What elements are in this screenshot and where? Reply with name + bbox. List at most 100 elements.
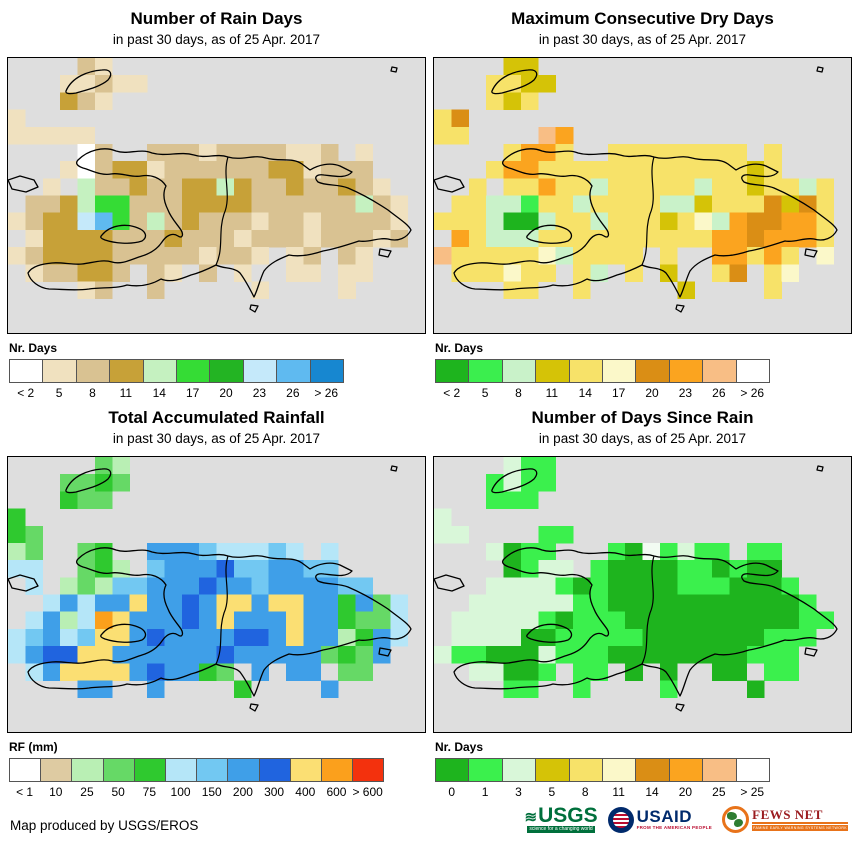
legend-swatch xyxy=(536,759,570,781)
legend-tick-label: > 26 xyxy=(314,386,339,400)
legend-tick-label: 300 xyxy=(264,785,285,799)
panel-days-since-rain: Number of Days Since Rain in past 30 days… xyxy=(433,399,852,799)
legend-swatch xyxy=(143,360,177,382)
legend-tick-label: 14 xyxy=(152,386,166,400)
legend-tick-label: 23 xyxy=(678,386,693,400)
legend-swatch xyxy=(469,759,503,781)
legend-tick-label: 26 xyxy=(286,386,300,400)
legend-tick-label: 5 xyxy=(548,785,556,799)
legend-swatch xyxy=(436,360,470,382)
legend-tick-label: 5 xyxy=(55,386,63,400)
legend-swatch xyxy=(353,759,384,781)
legend-swatch xyxy=(669,360,704,382)
legend-swatch xyxy=(569,360,603,382)
panel-title-days-since-rain: Number of Days Since Rain xyxy=(531,408,754,427)
legend-swatch xyxy=(210,360,244,382)
map-credit: Map produced by USGS/EROS xyxy=(10,818,199,833)
panel-title-rain-days: Number of Rain Days xyxy=(130,9,303,28)
usgs-wordmark: USGS xyxy=(538,804,598,827)
legend-tick-label: 8 xyxy=(581,785,589,799)
legend-swatch xyxy=(636,759,670,781)
legend-tick-label: 200 xyxy=(232,785,253,799)
usgs-logo: ≋ USGS science for a changing world xyxy=(524,804,598,833)
usgs-tagline: science for a changing world xyxy=(527,826,595,833)
legend-swatch xyxy=(228,759,260,781)
legend-swatch xyxy=(703,759,737,781)
fews-net-globe-icon xyxy=(722,806,750,833)
legend-tick-label: 3 xyxy=(515,785,522,799)
legend-tick-label: 600 xyxy=(326,785,347,799)
legend-swatch xyxy=(165,759,198,781)
legend-swatch xyxy=(72,759,104,781)
legend-tick-label: 75 xyxy=(142,785,157,799)
legend-swatch xyxy=(736,360,769,382)
legend-tick-label: 50 xyxy=(111,785,125,799)
panel-subtitle-accum-rainfall: in past 30 days, as of 25 Apr. 2017 xyxy=(112,431,321,446)
legend-tick-label: 400 xyxy=(295,785,316,799)
legend-swatches-days-since-rain xyxy=(435,758,770,782)
legend-swatch xyxy=(43,360,77,382)
legend-tick-label: < 2 xyxy=(443,386,461,400)
legend-tick-label: 5 xyxy=(481,386,489,400)
usaid-logo: USAID FROM THE AMERICAN PEOPLE xyxy=(607,806,713,833)
legend-label-days-since-rain: Nr. Days xyxy=(435,740,484,754)
legend-accum-rainfall: RF (mm) < 1 10 25 50 75 100 150 200 300 400 600 > 60… xyxy=(9,740,426,799)
legend-swatch xyxy=(602,759,637,781)
legend-tick-label: 14 xyxy=(578,386,592,400)
legend-ticks-rain-days: < 2 5 8 11 14 17 20 23 26 > 26 xyxy=(9,386,343,400)
legend-tick-label: 8 xyxy=(515,386,522,400)
panel-subtitle-rain-days: in past 30 days, as of 25 Apr. 2017 xyxy=(112,32,321,47)
legend-swatch xyxy=(176,360,211,382)
panel-subtitle-dry-days: in past 30 days, as of 25 Apr. 2017 xyxy=(538,32,747,47)
legend-swatch xyxy=(259,759,291,781)
fews-net-tagline: FAMINE EARLY WARNING SYSTEMS NETWORK xyxy=(752,825,848,831)
legend-tick-label: > 26 xyxy=(740,386,765,400)
legend-tick-label: 25 xyxy=(712,785,726,799)
legend-swatch xyxy=(10,360,44,382)
legend-tick-label: 11 xyxy=(119,386,133,400)
map-rain-days xyxy=(7,57,426,334)
legend-tick-label: 1 xyxy=(481,785,489,799)
map-dry-days xyxy=(433,57,852,334)
legend-swatch xyxy=(569,759,603,781)
legend-swatch xyxy=(703,360,737,382)
panel-subtitle-days-since-rain: in past 30 days, as of 25 Apr. 2017 xyxy=(538,431,747,446)
legend-tick-label: 17 xyxy=(611,386,626,400)
legend-tick-label: > 600 xyxy=(352,785,383,799)
legend-ticks-days-since-rain: 0 1 3 5 8 11 14 20 25 > 25 xyxy=(435,785,769,799)
legend-tick-label: 17 xyxy=(185,386,200,400)
legend-swatches-dry-days xyxy=(435,359,770,383)
legend-tick-label: 0 xyxy=(448,785,456,799)
panel-title-accum-rainfall: Total Accumulated Rainfall xyxy=(108,408,325,427)
legend-tick-label: < 1 xyxy=(16,785,34,799)
fews-net-logo: FEWS NET FAMINE EARLY WARNING SYSTEMS NE… xyxy=(722,806,848,833)
legend-ticks-dry-days: < 2 5 8 11 14 17 20 23 26 > 26 xyxy=(435,386,769,400)
usaid-tagline: FROM THE AMERICAN PEOPLE xyxy=(636,825,713,830)
legend-swatch xyxy=(290,759,322,781)
panel-dry-days: Maximum Consecutive Dry Days in past 30 d… xyxy=(433,0,852,400)
legend-label-dry-days: Nr. Days xyxy=(435,341,484,355)
legend-swatch xyxy=(41,759,73,781)
usgs-wave-icon: ≋ xyxy=(524,809,537,826)
panel-accum-rainfall: Total Accumulated Rainfall in past 30 day… xyxy=(7,399,426,799)
legend-tick-label: 25 xyxy=(80,785,94,799)
legend-swatch xyxy=(736,759,769,781)
legend-tick-label: > 25 xyxy=(740,785,765,799)
legend-swatch xyxy=(321,759,354,781)
map-accum-rainfall xyxy=(7,456,426,733)
legend-tick-label: 100 xyxy=(170,785,191,799)
legend-days-since-rain: Nr. Days 0 1 3 5 8 11 14 20 25 > 25 xyxy=(435,740,852,799)
legend-tick-label: 23 xyxy=(252,386,267,400)
legend-swatches-accum-rainfall xyxy=(9,758,385,782)
legend-swatch xyxy=(76,360,111,382)
legend-swatch xyxy=(197,759,229,781)
legend-ticks-accum-rainfall: < 1 10 25 50 75 100 150 200 300 400 600 > 600 xyxy=(9,785,383,799)
legend-swatches-rain-days xyxy=(9,359,344,383)
legend-tick-label: 20 xyxy=(219,386,233,400)
legend-dry-days: Nr. Days < 2 5 8 11 14 17 20 23 26 > 26 xyxy=(435,341,852,400)
legend-swatch xyxy=(536,360,570,382)
legend-tick-label: 11 xyxy=(545,386,559,400)
legend-tick-label: 20 xyxy=(645,386,659,400)
legend-rain-days: Nr. Days < 2 5 8 11 14 17 20 23 26 > 26 xyxy=(9,341,426,400)
legend-swatch xyxy=(469,360,503,382)
